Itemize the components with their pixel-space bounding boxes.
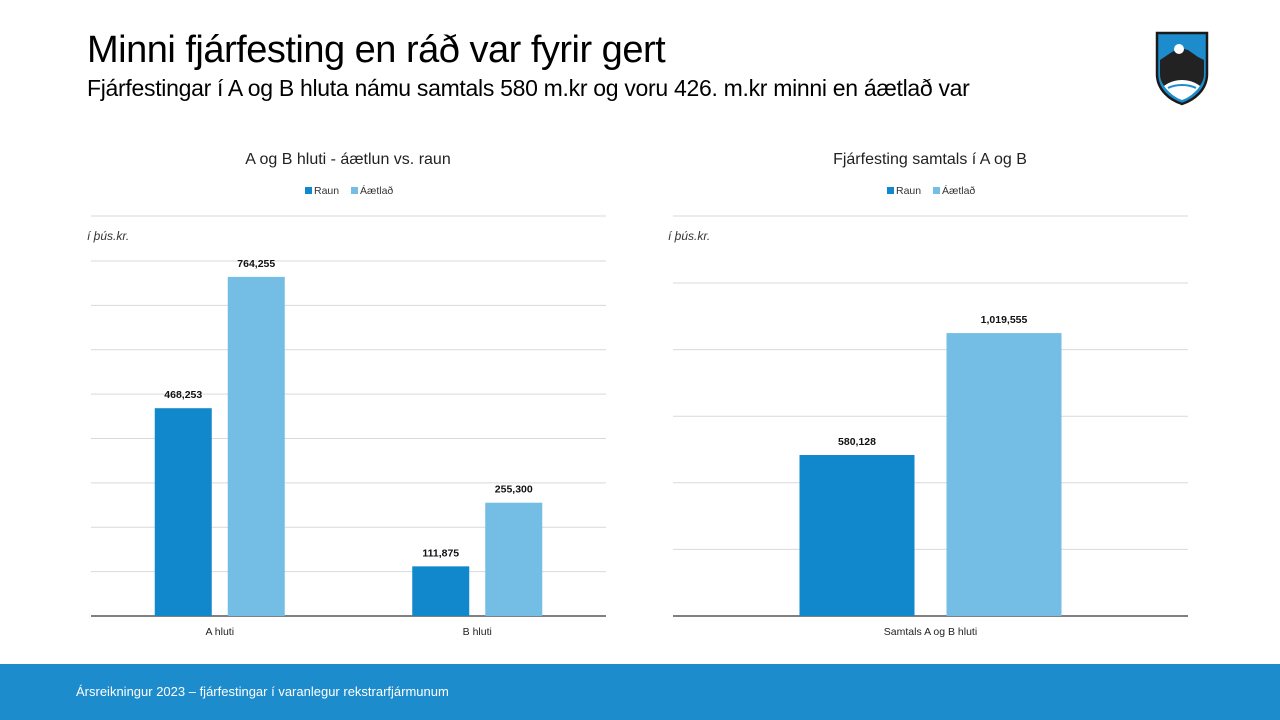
slide-subtitle: Fjárfestingar í A og B hluta námu samtal… <box>87 75 970 101</box>
bar-raun-1 <box>412 566 470 616</box>
footer-bar: Ársreikningur 2023 – fjárfestingar í var… <box>0 664 1280 720</box>
chart-a-og-b-hluti: A og B hluti - áætlun vs. raun Raun Áætlað… <box>87 151 606 638</box>
data-label: 1,019,555 <box>981 314 1028 326</box>
legend-label-0: Raun <box>896 185 921 197</box>
bar-raun-0 <box>799 455 915 616</box>
category-label: Samtals A og B hluti <box>884 626 977 638</box>
municipality-shield-logo <box>1155 31 1209 106</box>
data-label: 111,875 <box>422 547 459 559</box>
legend-label-0: Raun <box>314 185 339 197</box>
unit-label: í þús.kr. <box>87 229 129 243</box>
legend-swatch-0 <box>305 187 312 194</box>
bar-áætlað-1 <box>485 502 543 616</box>
category-label: B hluti <box>463 626 492 638</box>
data-label: 468,253 <box>164 389 202 401</box>
data-label: 255,300 <box>495 484 533 496</box>
data-label: 764,255 <box>237 258 275 270</box>
category-label: A hluti <box>205 626 234 638</box>
data-label: 580,128 <box>838 436 876 448</box>
legend-swatch-0 <box>887 187 894 194</box>
bar-áætlað-0 <box>946 333 1062 616</box>
legend-label-1: Áætlað <box>360 184 393 197</box>
chart-title: Fjárfesting samtals í A og B <box>833 151 1027 168</box>
bar-raun-0 <box>154 408 212 616</box>
chart-title: A og B hluti - áætlun vs. raun <box>245 151 450 168</box>
bar-áætlað-0 <box>227 276 285 616</box>
legend-label-1: Áætlað <box>942 184 975 197</box>
slide-title: Minni fjárfesting en ráð var fyrir gert <box>87 29 666 71</box>
unit-label: í þús.kr. <box>668 229 710 243</box>
footer-text: Ársreikningur 2023 – fjárfestingar í var… <box>76 684 449 699</box>
legend-swatch-1 <box>933 187 940 194</box>
chart-fjarfesting-samtals: Fjárfesting samtals í A og B Raun Áætlað í … <box>668 151 1188 638</box>
legend-swatch-1 <box>351 187 358 194</box>
